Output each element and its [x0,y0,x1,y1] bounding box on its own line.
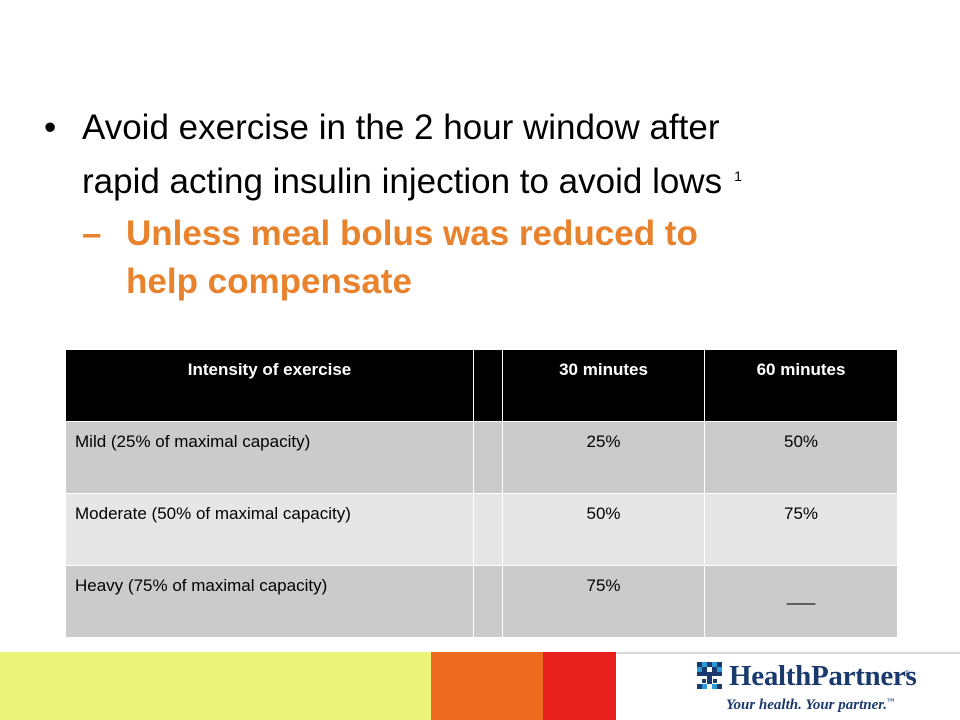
spacer-cell [473,493,503,566]
spacer-cell [473,421,503,494]
header-spacer [473,349,503,422]
table-row: Moderate (50% of maximal capacity) 50% 7… [65,493,898,566]
brand-name: HealthPartners [729,660,917,692]
sub-bullet-item: – Unless meal bolus was reduced to help … [44,210,924,306]
table-row: Mild (25% of maximal capacity) 25% 50% [65,421,898,494]
footer-yellow-segment [0,652,431,720]
value-60-cell: ___ [704,565,898,638]
footnote-reference: 1 [734,168,742,184]
brand-tagline: Your health. Your partner.™ [726,697,894,714]
intensity-cell: Moderate (50% of maximal capacity) [65,493,474,566]
footer-red-segment [543,652,616,720]
table-row: Heavy (75% of maximal capacity) 75% ___ [65,565,898,638]
intensity-cell: Mild (25% of maximal capacity) [65,421,474,494]
value-60-cell: 50% [704,421,898,494]
value-30-cell: 25% [502,421,705,494]
value-30-cell: 50% [502,493,705,566]
bullet-text-line-1: Avoid exercise in the 2 hour window afte… [82,108,720,147]
registered-mark: ® [904,669,910,678]
intensity-cell: Heavy (75% of maximal capacity) [65,565,474,638]
bullet-marker: • [44,108,57,147]
bullet-text-line-2: rapid acting insulin injection to avoid … [82,162,723,201]
sub-bullet-text-line-2: help compensate [126,262,412,301]
footer-color-band [0,652,960,720]
value-30-cell: 75% [502,565,705,638]
trademark-mark: ™ [887,697,895,705]
slide-content: • Avoid exercise in the 2 hour window af… [44,104,924,306]
bullet-item: • Avoid exercise in the 2 hour window af… [44,104,924,206]
sub-bullet-text-line-1: Unless meal bolus was reduced to [126,214,698,253]
footer-logo-area [616,652,960,720]
value-60-cell: 75% [704,493,898,566]
tagline-text: Your health. Your partner. [726,697,888,713]
header-30-minutes: 30 minutes [502,349,705,422]
spacer-cell [473,565,503,638]
header-60-minutes: 60 minutes [704,349,898,422]
sub-bullet-marker: – [82,214,102,253]
healthpartners-logo-icon [697,662,722,689]
footer-orange-segment [431,652,543,720]
header-intensity: Intensity of exercise [65,349,474,422]
bolus-reduction-table: Intensity of exercise 30 minutes 60 minu… [65,349,898,638]
table-header-row: Intensity of exercise 30 minutes 60 minu… [65,349,898,422]
